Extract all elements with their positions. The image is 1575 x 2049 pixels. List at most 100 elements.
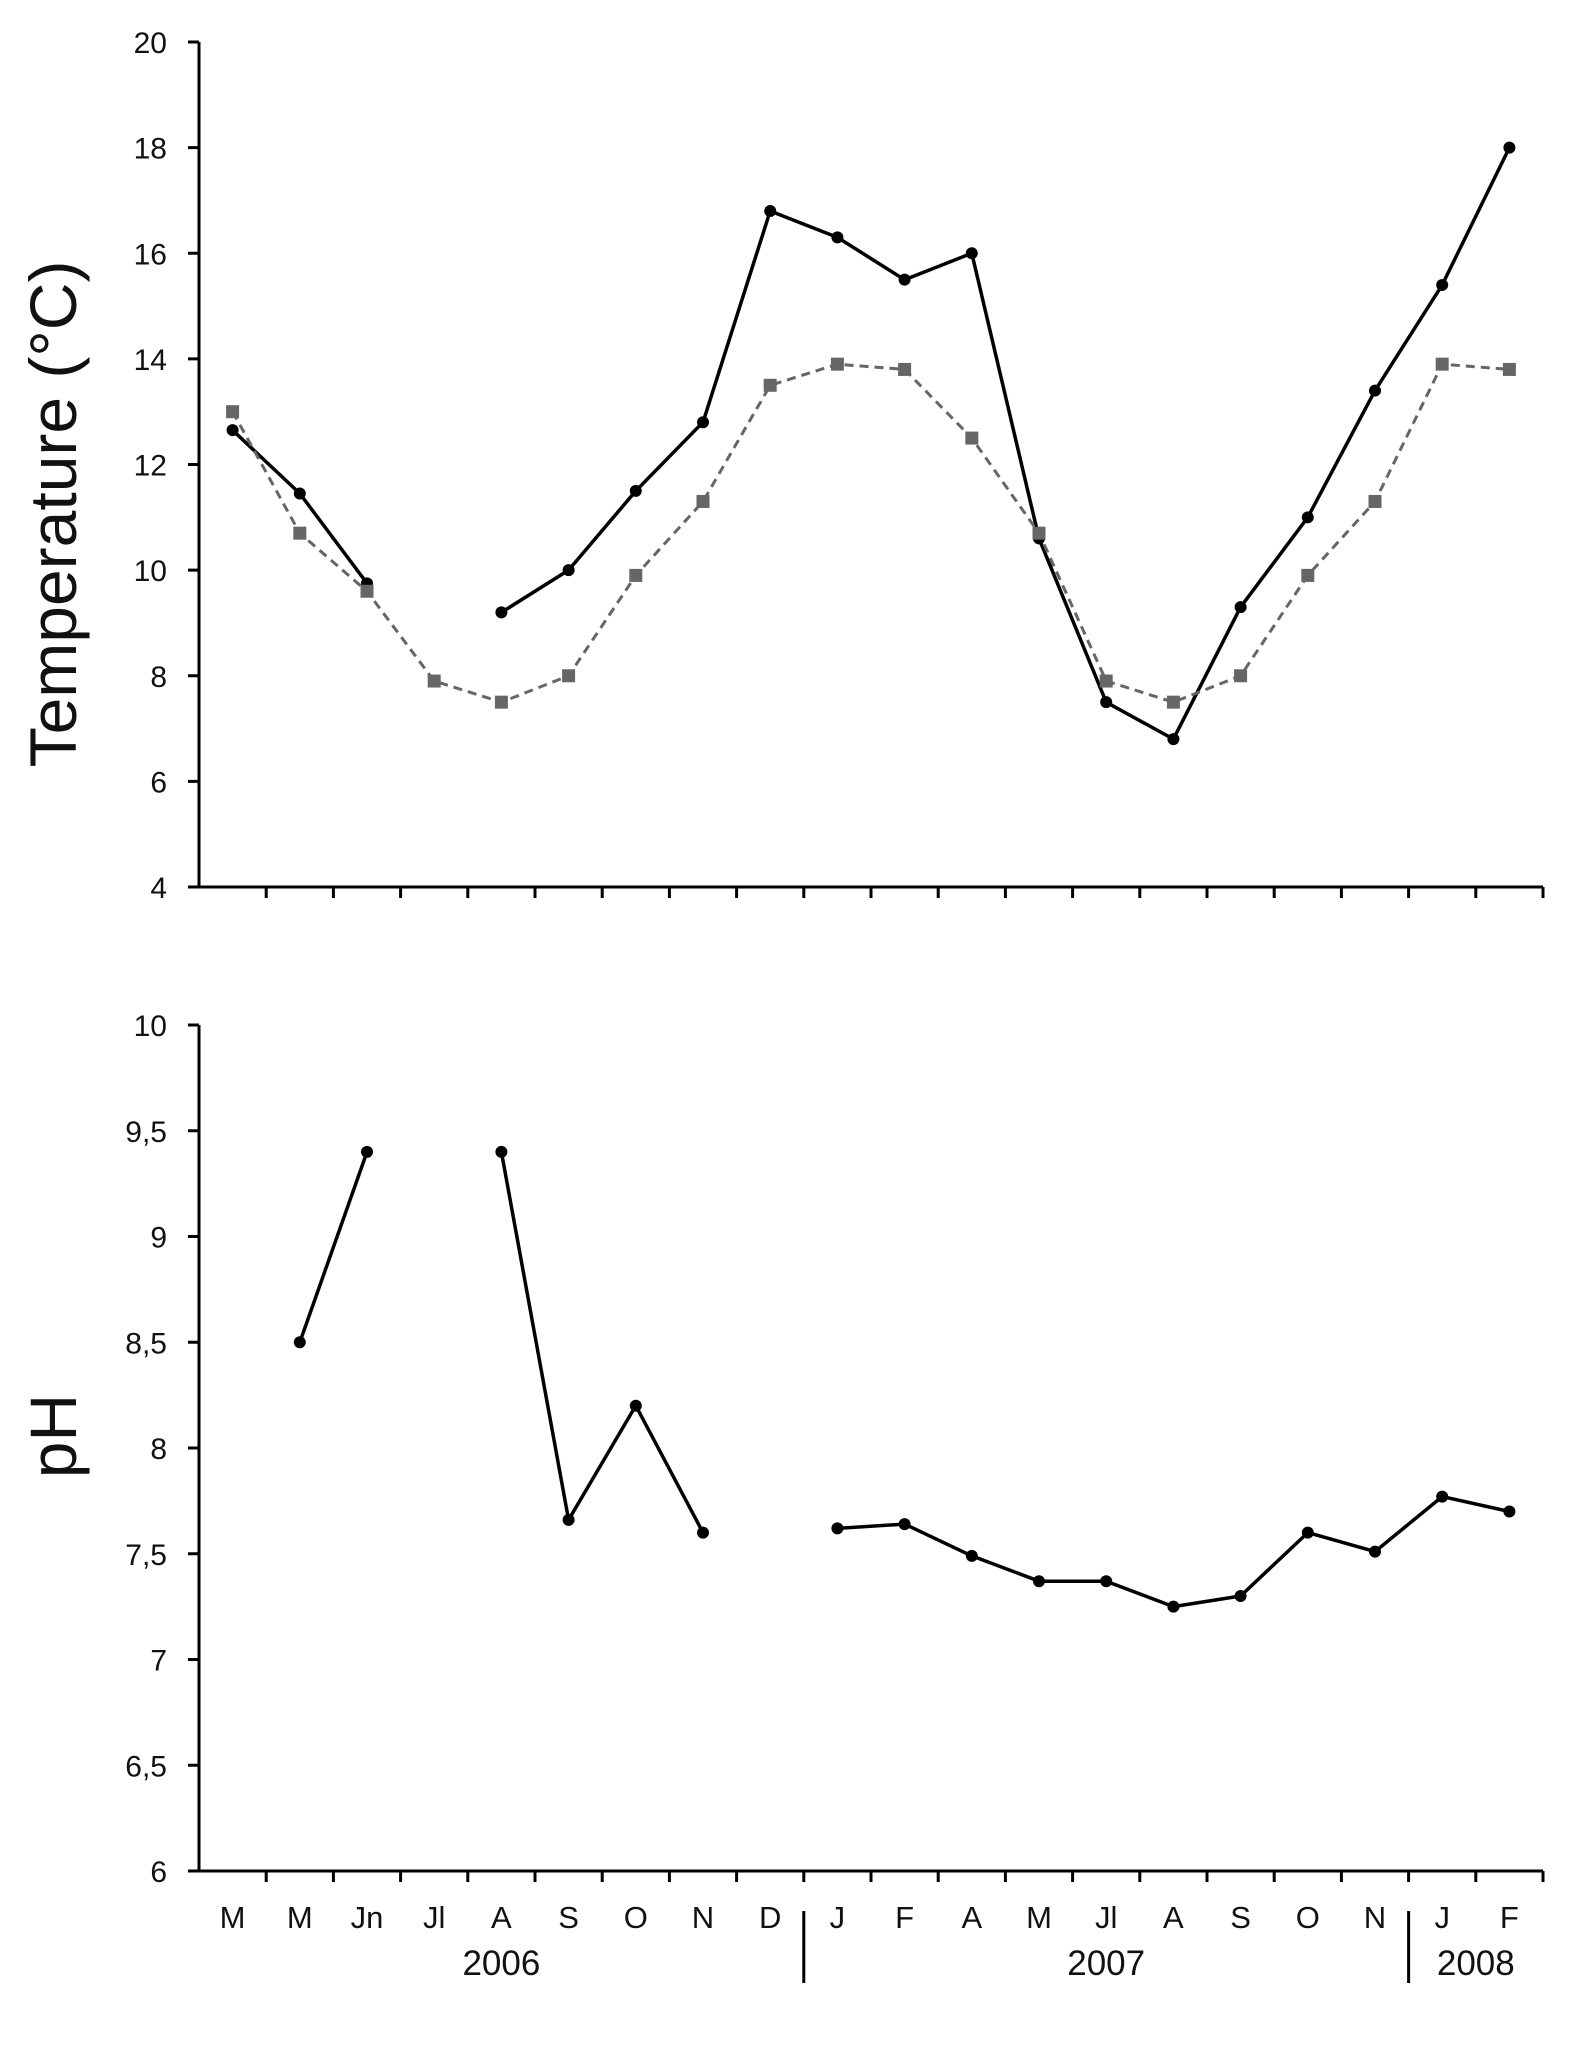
- temperature-data-point: [965, 431, 979, 445]
- month-label: F: [1500, 1900, 1519, 1935]
- ph-data-point: [965, 1549, 978, 1562]
- ph-data-point: [1167, 1600, 1180, 1613]
- temperature-y-tick-label: 4: [150, 872, 167, 905]
- temperature-data-point: [562, 564, 575, 577]
- temperature-data-point: [898, 362, 912, 376]
- ph-data-point: [1503, 1505, 1516, 1518]
- temperature-data-point: [1301, 568, 1315, 582]
- month-label: D: [759, 1900, 781, 1935]
- temperature-data-point: [495, 606, 508, 619]
- month-label: A: [491, 1900, 512, 1935]
- temperature-data-point: [1436, 278, 1449, 291]
- temperature-y-tick-label: 6: [150, 766, 167, 799]
- temperature-data-point: [629, 568, 643, 582]
- month-label: J: [830, 1900, 846, 1935]
- ph-data-point: [898, 1518, 911, 1531]
- month-label: M: [287, 1900, 313, 1935]
- temperature-series: [226, 141, 1516, 746]
- year-label: 2006: [462, 1944, 540, 1983]
- ph-y-tick-label: 9,5: [125, 1116, 167, 1149]
- temperature-data-point: [226, 424, 239, 437]
- month-label: N: [1364, 1900, 1386, 1935]
- ph-y-tick-label: 6,5: [125, 1750, 167, 1783]
- ph-x-ticks: [264, 1871, 1545, 1882]
- temperature-y-tick-label: 14: [134, 344, 167, 377]
- temperature-y-axis-label: Temperature (°C): [16, 261, 90, 768]
- month-label: A: [961, 1900, 982, 1935]
- ph-data-point: [1234, 1590, 1247, 1603]
- temperature-data-point: [763, 378, 777, 392]
- ph-series: [293, 1145, 1516, 1613]
- ph-series-line-1: [837, 1494, 1510, 1609]
- ph-y-tick-label: 8,5: [125, 1327, 167, 1360]
- ph-data-point: [361, 1145, 373, 1158]
- month-label: A: [1163, 1900, 1184, 1935]
- ph-y-ticks: 6 6,5 7 7,5 8 8,5 9 9,5 10: [125, 1010, 199, 1889]
- ph-data-point: [1100, 1575, 1113, 1588]
- month-label: F: [895, 1900, 914, 1935]
- temperature-data-point: [1032, 526, 1046, 540]
- temperature-data-point: [427, 674, 441, 688]
- temperature-x-ticks: [264, 887, 1545, 898]
- temperature-data-point: [1166, 695, 1180, 709]
- temperature-data-point: [1502, 362, 1516, 376]
- month-label: N: [692, 1900, 714, 1935]
- temperature-data-point: [629, 484, 642, 497]
- temperature-series-line-2: [231, 362, 1510, 704]
- ph-chart: 6 6,5 7 7,5 8 8,5 9 9,5 10 M M Jn Jl A S O N D J F A M Jl A S O N…: [16, 1010, 1545, 1983]
- ph-series-line-1: [499, 1151, 705, 1534]
- ph-data-point: [831, 1522, 844, 1535]
- ph-data-point: [1369, 1545, 1381, 1558]
- month-label: Jl: [423, 1900, 445, 1935]
- temperature-data-point: [1099, 674, 1113, 688]
- ph-y-tick-label: 7: [150, 1645, 167, 1678]
- temperature-chart: 4 6 8 10 12 14 16 18 20 Temperature (°C): [16, 27, 1545, 905]
- temperature-data-point: [1503, 141, 1516, 154]
- month-label: J: [1434, 1900, 1450, 1935]
- temperature-y-tick-label: 12: [134, 450, 167, 483]
- month-label: Jl: [1095, 1900, 1117, 1935]
- temperature-data-point: [1167, 733, 1180, 746]
- temperature-data-point: [1234, 669, 1248, 683]
- ph-y-axis-label: pH: [16, 1394, 90, 1478]
- month-label: M: [220, 1900, 246, 1935]
- ph-data-point: [1436, 1490, 1449, 1503]
- temperature-data-point: [1369, 384, 1381, 397]
- ph-y-tick-label: 9: [150, 1222, 167, 1255]
- temperature-y-tick-label: 18: [134, 133, 167, 166]
- year-label: 2008: [1437, 1944, 1515, 1983]
- ph-y-tick-label: 8: [150, 1433, 167, 1466]
- temperature-data-point: [1301, 511, 1314, 524]
- month-labels: M M Jn Jl A S O N D J F A M Jl A S O N J F: [220, 1900, 1519, 1935]
- temperature-data-point: [1100, 696, 1113, 709]
- month-label: M: [1026, 1900, 1052, 1935]
- ph-data-point: [1033, 1575, 1045, 1588]
- month-label: S: [1230, 1900, 1251, 1935]
- temperature-data-point: [696, 494, 710, 508]
- temperature-data-point: [494, 695, 508, 709]
- month-label: Jn: [351, 1900, 384, 1935]
- temperature-series-line-1: [231, 428, 369, 585]
- temperature-data-point: [360, 584, 374, 598]
- temperature-data-point: [293, 487, 306, 500]
- temperature-data-point: [226, 405, 240, 419]
- temperature-data-point: [831, 231, 844, 244]
- temperature-y-tick-label: 16: [134, 238, 167, 271]
- temperature-y-tick-label: 10: [134, 555, 167, 588]
- year-labels: 2006 2007 2008: [462, 1911, 1515, 1983]
- temperature-data-point: [965, 247, 978, 260]
- month-label: O: [1296, 1900, 1320, 1935]
- month-label: S: [558, 1900, 579, 1935]
- ph-data-point: [1301, 1526, 1314, 1539]
- temperature-y-tick-label: 8: [150, 661, 167, 694]
- temperature-series-line-1: [500, 146, 1511, 741]
- temperature-data-point: [898, 273, 911, 286]
- ph-y-tick-label: 7,5: [125, 1539, 167, 1572]
- ph-data-point: [293, 1336, 306, 1349]
- temperature-data-point: [764, 205, 777, 217]
- ph-data-point: [562, 1513, 575, 1526]
- ph-y-tick-label: 10: [134, 1010, 167, 1043]
- temperature-data-point: [562, 669, 576, 683]
- temperature-data-point: [830, 357, 844, 371]
